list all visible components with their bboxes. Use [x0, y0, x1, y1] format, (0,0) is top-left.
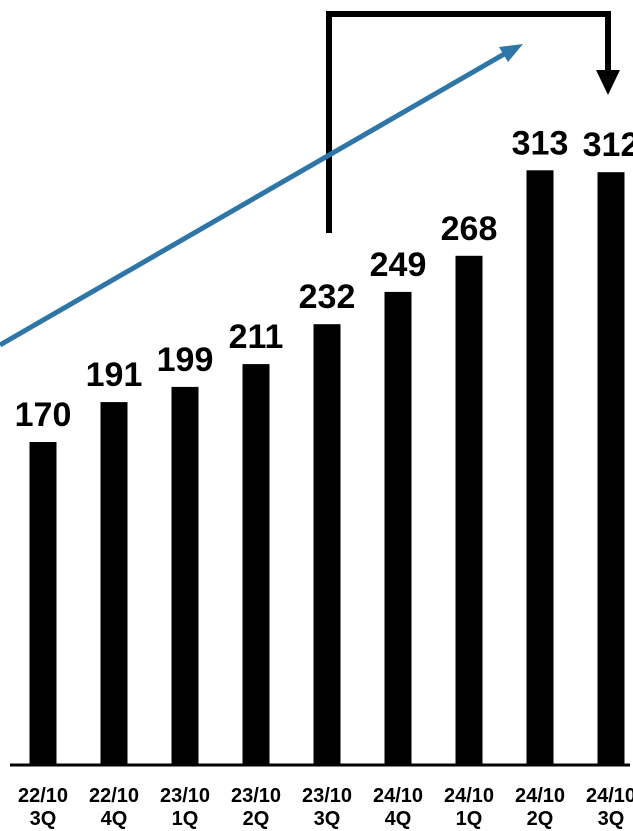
- value-label-5: 249: [370, 246, 427, 284]
- bar-5: [384, 291, 412, 765]
- category-label-5-line-1: 4Q: [385, 808, 412, 830]
- value-label-2: 199: [157, 341, 214, 379]
- category-label-8-line-0: 24/10: [586, 785, 633, 807]
- category-label-7-line-1: 2Q: [527, 808, 554, 830]
- bar-1: [100, 402, 128, 765]
- category-label-2-line-0: 23/10: [160, 785, 210, 807]
- category-label-1-line-0: 22/10: [89, 785, 139, 807]
- category-label-2-line-1: 1Q: [172, 808, 199, 830]
- value-label-4: 232: [299, 278, 356, 316]
- trend-arrow-line: [0, 50, 508, 348]
- bar-0: [29, 442, 57, 765]
- category-label-4-line-0: 23/10: [302, 785, 352, 807]
- bar-6: [455, 255, 483, 766]
- value-label-1: 191: [86, 356, 143, 394]
- value-label-6: 268: [441, 210, 498, 248]
- category-label-6-line-1: 1Q: [456, 808, 483, 830]
- category-label-3-line-1: 2Q: [243, 808, 270, 830]
- category-label-4-line-1: 3Q: [314, 808, 341, 830]
- value-label-7: 313: [512, 124, 569, 162]
- bar-8: [597, 172, 625, 765]
- category-label-5-line-0: 24/10: [373, 785, 423, 807]
- bracket-arrow-line: [326, 11, 611, 233]
- bars-group: [29, 170, 625, 766]
- category-label-7-line-0: 24/10: [515, 785, 565, 807]
- trend-arrow-head: [499, 44, 523, 62]
- category-label-3-line-0: 23/10: [231, 785, 281, 807]
- bar-4: [313, 324, 341, 765]
- category-labels-group: 22/103Q22/104Q23/101Q23/102Q23/103Q24/10…: [18, 785, 633, 830]
- value-label-8: 312: [583, 126, 633, 164]
- category-label-0-line-0: 22/10: [18, 785, 68, 807]
- bar-3: [242, 364, 270, 765]
- value-labels-group: 170 191 199 211 232 249 268 313 312: [15, 124, 633, 434]
- bar-2: [171, 386, 199, 765]
- annotations-group: [0, 11, 620, 348]
- value-label-0: 170: [15, 396, 72, 434]
- bracket-arrow-head: [596, 70, 620, 95]
- value-label-3: 211: [229, 318, 284, 356]
- category-label-1-line-1: 4Q: [101, 808, 128, 830]
- category-label-6-line-0: 24/10: [444, 785, 494, 807]
- category-label-8-line-1: 3Q: [598, 808, 625, 830]
- category-label-0-line-1: 3Q: [30, 808, 57, 830]
- bar-7: [526, 170, 554, 766]
